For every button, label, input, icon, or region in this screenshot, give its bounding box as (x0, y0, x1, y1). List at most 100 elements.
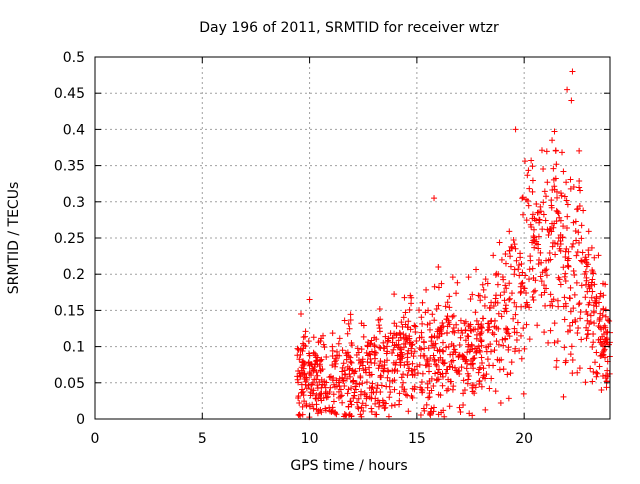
data-point (372, 395, 379, 402)
data-point (553, 207, 560, 214)
data-point (424, 358, 431, 365)
data-point (371, 351, 378, 358)
data-point (448, 340, 455, 347)
data-point (508, 243, 515, 250)
data-point (348, 413, 355, 420)
data-point (372, 400, 379, 407)
data-point (557, 281, 564, 288)
data-point (590, 302, 597, 309)
data-point (545, 232, 552, 239)
data-point (440, 323, 447, 330)
data-point (426, 320, 433, 327)
data-point (428, 333, 435, 340)
data-point (600, 306, 607, 313)
data-point (409, 372, 416, 379)
data-point (596, 318, 603, 325)
data-point (381, 405, 388, 412)
data-point (505, 395, 512, 402)
data-point (391, 401, 398, 408)
data-point (423, 356, 430, 363)
data-point (358, 404, 365, 411)
data-point (428, 338, 435, 345)
data-point (375, 322, 382, 329)
data-point (418, 314, 425, 321)
data-point (503, 285, 510, 292)
data-point (497, 399, 504, 406)
data-point (551, 339, 558, 346)
data-point (590, 330, 597, 337)
data-point (555, 303, 562, 310)
data-point (587, 312, 594, 319)
data-point (368, 348, 375, 355)
data-point (589, 378, 596, 385)
data-point (541, 289, 548, 296)
data-point (553, 357, 560, 364)
data-point (482, 276, 489, 283)
data-point (523, 217, 530, 224)
data-point (484, 280, 491, 287)
data-point (542, 217, 549, 224)
data-point (376, 362, 383, 369)
data-point (529, 177, 536, 184)
data-point (416, 361, 423, 368)
data-point (428, 405, 435, 412)
data-point (455, 353, 462, 360)
data-point (456, 367, 463, 374)
y-tick-label: 0.05 (54, 376, 85, 392)
data-point (369, 384, 376, 391)
data-point (431, 317, 438, 324)
data-point (507, 263, 514, 270)
data-point (427, 412, 434, 419)
data-point (568, 343, 575, 350)
data-point (484, 327, 491, 334)
data-point (450, 312, 457, 319)
data-point (343, 375, 350, 382)
data-point (600, 349, 607, 356)
data-point (570, 183, 577, 190)
data-point (397, 359, 404, 366)
data-point (425, 394, 432, 401)
data-point (577, 187, 584, 194)
data-point (546, 250, 553, 257)
data-point (578, 222, 585, 229)
data-point (416, 334, 423, 341)
data-point (402, 391, 409, 398)
data-point (487, 341, 494, 348)
data-point (294, 345, 301, 352)
data-point (580, 207, 587, 214)
data-point (314, 385, 321, 392)
data-point (589, 276, 596, 283)
data-point (383, 350, 390, 357)
data-point (406, 306, 413, 313)
data-point (312, 395, 319, 402)
data-point (449, 351, 456, 358)
data-point (540, 211, 547, 218)
data-point (439, 347, 446, 354)
data-point (435, 284, 442, 291)
data-point (434, 334, 441, 341)
data-point (519, 194, 526, 201)
data-point (464, 332, 471, 339)
data-point (364, 343, 371, 350)
data-point (418, 378, 425, 385)
data-point (380, 368, 387, 375)
data-point (491, 331, 498, 338)
data-point (318, 356, 325, 363)
data-point (524, 197, 531, 204)
data-point (599, 312, 606, 319)
data-point (523, 321, 530, 328)
data-point (294, 352, 301, 359)
data-point (568, 97, 575, 104)
data-point (582, 254, 589, 261)
data-point (426, 390, 433, 397)
y-tick-label: 0.3 (63, 195, 85, 211)
data-point (306, 370, 313, 377)
y-tick-label: 0.25 (54, 231, 85, 247)
data-point (596, 363, 603, 370)
data-point (512, 245, 519, 252)
data-point (502, 260, 509, 267)
data-point (597, 336, 604, 343)
data-point (404, 361, 411, 368)
data-point (384, 374, 391, 381)
x-axis-label: GPS time / hours (290, 458, 407, 474)
